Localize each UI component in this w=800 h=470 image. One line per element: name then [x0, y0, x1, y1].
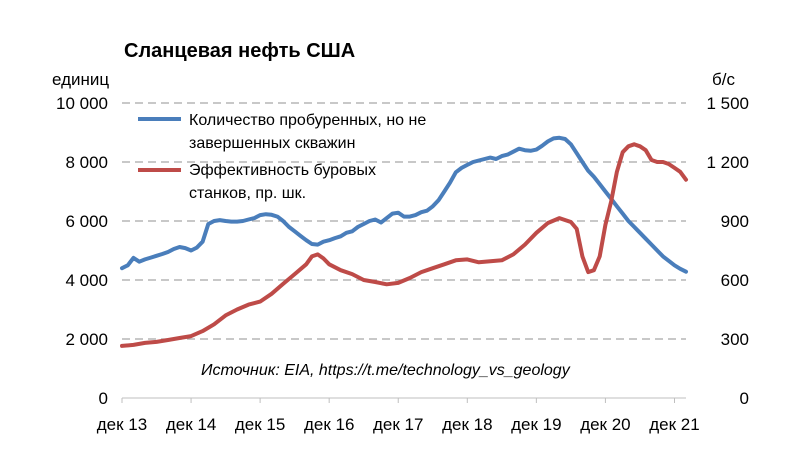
left-tick-label: 10 000: [56, 94, 108, 113]
x-tick-label: дек 17: [373, 415, 423, 434]
legend-label-efficiency-line-2: станков, пр. шк.: [189, 185, 306, 202]
left-tick-label: 8 000: [65, 153, 108, 172]
x-tick-label: дек 18: [442, 415, 492, 434]
left-tick-label: 6 000: [65, 212, 108, 231]
x-tick-label: дек 13: [97, 415, 147, 434]
right-tick-label: 900: [721, 212, 749, 231]
right-tick-label: 0: [740, 389, 749, 408]
series-line-rig-efficiency: [120, 142, 688, 348]
legend-label-wells-line-2: завершенных скважин: [189, 135, 355, 152]
left-axis-unit: единиц: [52, 70, 109, 89]
x-axis-ticks: дек 13 дек 14 дек 15 дек 16 дек 17 дек 18 дек …: [97, 398, 700, 434]
x-tick-label: дек 16: [304, 415, 354, 434]
left-axis-ticks: 0 2 000 4 000 6 000 8 000 10 000: [56, 94, 108, 408]
left-tick-label: 0: [99, 389, 108, 408]
legend: Количество пробуренных, но не завершенны…: [138, 112, 426, 202]
source-annotation: Источник: EIA, https://t.me/technology_v…: [201, 362, 571, 379]
left-tick-label: 4 000: [65, 271, 108, 290]
left-tick-label: 2 000: [65, 330, 108, 349]
series-line-uncompleted-wells: [120, 135, 688, 274]
legend-label-wells-line-1: Количество пробуренных, но не: [189, 112, 426, 129]
right-tick-label: 1 500: [706, 94, 749, 113]
legend-label-efficiency-line-1: Эффективность буровых: [189, 162, 376, 179]
right-axis-unit: б/с: [712, 70, 735, 89]
right-tick-label: 1 200: [706, 153, 749, 172]
chart-title: Сланцевая нефть США: [124, 40, 355, 62]
x-tick-label: дек 14: [166, 415, 216, 434]
series-lines: [120, 135, 688, 348]
x-tick-label: дек 21: [649, 415, 699, 434]
x-tick-label: дек 19: [511, 415, 561, 434]
right-tick-label: 300: [721, 330, 749, 349]
right-axis-ticks: 0 300 600 900 1 200 1 500: [706, 94, 749, 408]
x-tick-label: дек 15: [235, 415, 285, 434]
right-tick-label: 600: [721, 271, 749, 290]
x-tick-label: дек 20: [580, 415, 630, 434]
